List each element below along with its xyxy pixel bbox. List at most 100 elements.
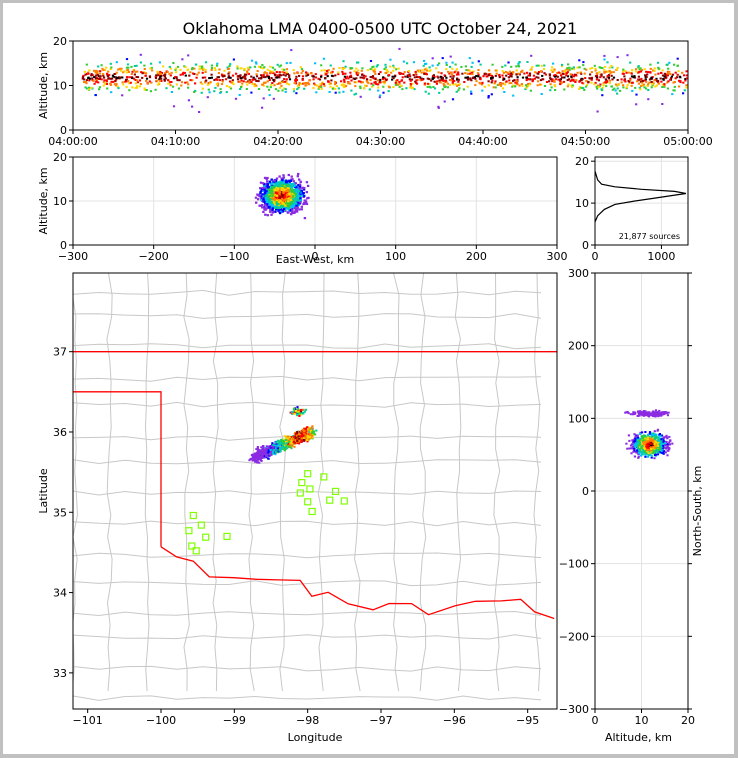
- source-point: [297, 192, 300, 195]
- source-point: [431, 57, 434, 60]
- source-point: [221, 73, 224, 76]
- source-point: [636, 80, 639, 83]
- source-point: [298, 178, 301, 181]
- county-line: [73, 343, 542, 350]
- source-point: [314, 83, 317, 86]
- source-point: [406, 74, 409, 77]
- source-point: [150, 81, 153, 84]
- north-south-sources: [624, 409, 674, 460]
- source-point: [279, 202, 282, 205]
- y-tick-label: 37: [53, 346, 67, 359]
- source-point: [423, 72, 426, 75]
- source-point: [515, 73, 518, 76]
- source-point: [433, 87, 437, 90]
- source-point: [405, 87, 408, 90]
- source-point: [179, 68, 182, 71]
- source-point: [283, 194, 287, 197]
- source-point: [298, 412, 301, 415]
- source-point: [600, 73, 603, 76]
- source-point: [305, 191, 308, 194]
- source-point: [116, 77, 119, 80]
- source-point: [402, 73, 405, 75]
- source-point: [320, 75, 323, 78]
- source-point: [228, 65, 231, 67]
- source-point: [256, 459, 259, 462]
- source-point: [126, 63, 130, 66]
- source-point: [261, 186, 264, 190]
- source-point: [575, 74, 578, 77]
- source-point: [284, 74, 287, 77]
- source-point: [508, 79, 511, 82]
- source-point: [263, 455, 266, 458]
- source-point: [274, 179, 278, 182]
- source-point: [260, 189, 263, 192]
- source-point: [210, 76, 213, 79]
- source-point: [631, 81, 634, 84]
- source-point: [305, 74, 308, 77]
- source-point: [611, 88, 614, 91]
- source-point: [648, 431, 652, 434]
- source-point: [594, 81, 597, 84]
- source-point: [276, 76, 279, 79]
- source-point: [305, 202, 309, 205]
- source-point: [272, 449, 275, 452]
- source-point: [632, 439, 635, 442]
- source-point: [322, 83, 325, 86]
- source-point: [477, 73, 480, 76]
- source-point: [334, 91, 337, 94]
- source-point: [385, 72, 388, 75]
- source-point: [676, 73, 679, 76]
- source-point: [172, 77, 176, 80]
- source-point: [387, 90, 390, 93]
- source-point: [665, 441, 668, 443]
- source-point: [604, 70, 607, 73]
- source-point: [261, 83, 264, 86]
- source-point: [576, 71, 579, 74]
- source-point: [428, 66, 431, 69]
- source-point: [567, 63, 570, 66]
- source-point: [253, 458, 256, 461]
- source-point: [158, 79, 161, 82]
- source-point: [608, 79, 612, 82]
- source-point: [191, 105, 194, 108]
- source-point: [175, 67, 178, 70]
- source-point: [241, 76, 244, 79]
- y-axis-label: Altitude, km: [37, 167, 50, 234]
- source-point: [243, 75, 246, 78]
- source-point: [200, 91, 203, 94]
- source-point: [561, 70, 564, 73]
- source-point: [343, 67, 346, 70]
- source-point: [377, 83, 380, 86]
- source-point: [413, 88, 416, 91]
- source-point: [283, 179, 286, 182]
- source-point: [654, 444, 657, 447]
- source-point: [280, 74, 283, 77]
- source-point: [551, 80, 554, 83]
- source-point: [278, 191, 282, 194]
- source-point: [424, 72, 427, 75]
- source-point: [272, 444, 275, 447]
- source-point: [408, 78, 411, 81]
- source-point: [282, 442, 286, 445]
- source-point: [644, 453, 647, 456]
- source-point: [498, 74, 501, 77]
- source-point: [398, 47, 401, 50]
- source-point: [171, 85, 175, 88]
- source-point: [159, 72, 163, 75]
- source-point: [167, 82, 170, 85]
- source-point: [435, 67, 438, 70]
- source-point: [491, 63, 494, 66]
- source-point: [293, 407, 296, 410]
- source-point: [510, 82, 513, 84]
- source-point: [105, 66, 108, 69]
- source-point: [295, 204, 298, 207]
- source-point: [280, 84, 283, 87]
- source-point: [156, 72, 159, 75]
- source-point: [606, 61, 609, 64]
- source-point: [494, 69, 497, 72]
- source-point: [265, 447, 268, 450]
- source-point: [291, 208, 294, 211]
- source-point: [458, 83, 461, 86]
- source-point: [282, 445, 285, 448]
- source-point: [374, 80, 377, 83]
